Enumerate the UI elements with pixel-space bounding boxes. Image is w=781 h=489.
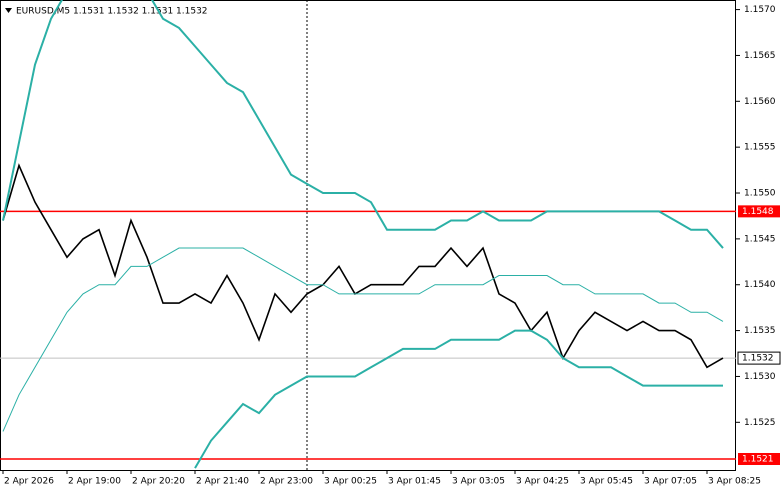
y-tick-label: 1.1530 (744, 372, 776, 382)
y-tick-label: 1.1535 (744, 326, 776, 336)
x-tick-label: 3 Apr 00:25 (324, 477, 377, 487)
price-label: 1.1521 (742, 454, 774, 464)
y-tick-label: 1.1540 (744, 280, 776, 290)
series-line (2, 163, 724, 369)
x-tick-label: 3 Apr 08:25 (708, 477, 761, 487)
x-tick-label: 3 Apr 04:25 (516, 477, 569, 487)
plot-frame (0, 0, 736, 471)
series-line (2, 0, 724, 249)
y-tick-label: 1.1550 (744, 189, 776, 199)
y-tick-label: 1.1560 (744, 97, 776, 107)
y-tick-label: 1.1525 (744, 418, 776, 428)
series-line (2, 247, 724, 432)
price-label: 1.1548 (742, 207, 774, 217)
y-tick-label: 1.1570 (744, 5, 776, 15)
x-tick-label: 2 Apr 20:20 (132, 477, 185, 487)
series-line (194, 329, 723, 469)
price-label: 1.1532 (742, 354, 774, 364)
x-tick-label: 2 Apr 2026 (4, 477, 54, 487)
x-tick-label: 2 Apr 19:00 (68, 477, 121, 487)
y-tick-label: 1.1555 (744, 143, 776, 153)
x-tick-label: 3 Apr 05:45 (580, 477, 633, 487)
x-tick-label: 3 Apr 07:05 (644, 477, 697, 487)
price-label-box (738, 452, 780, 465)
x-tick-label: 2 Apr 21:40 (196, 477, 249, 487)
y-tick-label: 1.1565 (744, 51, 776, 61)
y-tick-label: 1.1545 (744, 234, 776, 244)
x-tick-label: 3 Apr 01:45 (388, 477, 441, 487)
plot (0, 0, 736, 469)
x-tick-label: 3 Apr 03:05 (452, 477, 505, 487)
chart-title: EURUSD,M5 1.1531 1.1532 1.1531 1.1532 (16, 7, 208, 17)
price-label-box (737, 351, 781, 365)
price-label-box (738, 205, 780, 218)
x-tick-label: 2 Apr 23:00 (260, 477, 313, 487)
symbol-icon (5, 8, 12, 13)
